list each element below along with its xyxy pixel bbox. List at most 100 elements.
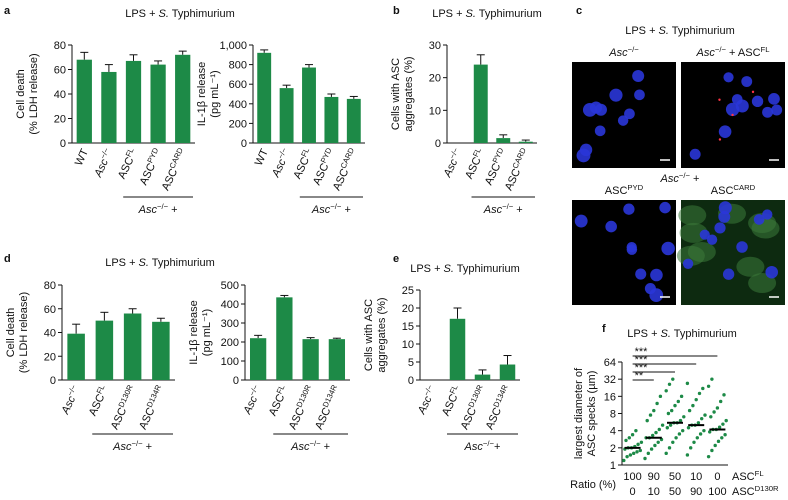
text-part: D134R xyxy=(491,383,509,409)
y-tick-label: 15 xyxy=(402,321,414,333)
data-point xyxy=(710,377,714,381)
nucleus xyxy=(725,102,740,117)
significance-label: *** xyxy=(635,354,649,366)
data-point xyxy=(655,401,659,406)
x-tick-label: ASCD134R xyxy=(481,383,514,432)
data-point xyxy=(687,408,692,413)
text-part: Asc xyxy=(415,394,434,417)
text-part: + xyxy=(341,204,350,216)
text-part: Typhimurium xyxy=(671,328,737,340)
y-tick-label: 0 xyxy=(241,138,247,150)
panel-letter: a xyxy=(4,5,11,17)
chart-title: LPS + S. Typhimurium xyxy=(105,257,215,269)
cytoplasm xyxy=(679,222,708,243)
ratio-row-name: ASCFL xyxy=(732,469,764,484)
y-axis-label: aggregates (%) xyxy=(403,56,415,131)
text-part: −/− xyxy=(483,439,495,448)
y-tick-label: 20 xyxy=(44,351,56,363)
bar xyxy=(328,339,346,380)
x-tick-label: Asc−/− xyxy=(57,383,83,417)
y-tick-label: 40 xyxy=(44,328,56,340)
text-part: + xyxy=(321,441,330,453)
image-label: Asc−/− + ASCFL xyxy=(696,45,771,60)
bar xyxy=(67,333,85,380)
text-part: + xyxy=(143,441,152,453)
data-point xyxy=(716,439,721,444)
data-point xyxy=(634,428,638,433)
y-axis-label: IL-1β release xyxy=(196,62,208,126)
data-point xyxy=(706,454,711,459)
text-part: ASC xyxy=(732,471,755,483)
data-point xyxy=(651,433,655,438)
y-axis-label: IL-1β release xyxy=(188,300,200,364)
text-part: CARD xyxy=(167,146,185,170)
y-axis-label: (pg mL⁻¹) xyxy=(201,309,213,356)
ratio-value: 0 xyxy=(714,471,720,483)
x-tick-label: ASCFL xyxy=(114,145,141,180)
x-tick-label: ASCFL xyxy=(289,145,316,180)
text-part: D130R xyxy=(116,383,134,409)
y-tick-label: 80 xyxy=(54,40,66,52)
bar xyxy=(302,67,316,143)
text-part: −/− xyxy=(330,202,342,211)
y-axis-label: aggregates (%) xyxy=(376,297,388,372)
text-part: Asc xyxy=(311,204,331,216)
text-part: FL xyxy=(299,145,311,158)
data-point xyxy=(632,451,636,456)
text-part: FL xyxy=(123,145,135,158)
text-part: WT xyxy=(73,147,91,168)
text-part: Typhimurium xyxy=(669,25,735,37)
x-tick-label: ASCFL xyxy=(265,382,292,417)
text-part: Asc xyxy=(270,157,289,180)
chart-title: LPS + S. Typhimurium xyxy=(410,263,520,275)
nucleus xyxy=(650,268,663,282)
data-point xyxy=(696,421,701,425)
text-part: LPS + xyxy=(625,25,658,37)
data-point xyxy=(712,410,716,414)
text-part: −/− xyxy=(309,439,321,448)
nucleus xyxy=(722,268,735,280)
text-part: ASC xyxy=(138,161,158,187)
x-tick-label: WT xyxy=(253,147,271,168)
text-part: D130R xyxy=(466,383,484,409)
nucleus xyxy=(762,209,773,220)
bar xyxy=(101,71,117,143)
data-point xyxy=(630,432,635,437)
bar xyxy=(76,59,92,144)
data-point xyxy=(666,411,671,416)
data-point xyxy=(692,440,696,445)
ratio-value: 100 xyxy=(708,486,726,498)
y-tick-label: 0 xyxy=(233,375,239,387)
nucleus xyxy=(768,93,780,105)
cytoplasm xyxy=(678,205,707,226)
ratio-value: 50 xyxy=(669,486,681,498)
nucleus xyxy=(661,241,675,256)
bar xyxy=(474,374,491,380)
x-tick-label: Asc−/− xyxy=(90,146,116,180)
x-tick-label: ASCFL xyxy=(85,382,112,417)
y-tick-label: 60 xyxy=(44,304,56,316)
cytoplasm xyxy=(687,241,716,262)
y-tick-label: 10 xyxy=(429,105,441,117)
bar xyxy=(279,88,294,143)
data-point xyxy=(643,456,647,461)
y-tick-label: 600 xyxy=(229,79,247,91)
data-point xyxy=(681,428,685,433)
y-tick-label: 200 xyxy=(221,337,239,349)
text-part: S. xyxy=(661,328,671,340)
data-point xyxy=(698,432,703,436)
x-tick-label: ASCFL xyxy=(461,145,488,180)
nucleus xyxy=(605,220,617,233)
bar xyxy=(346,98,361,143)
text-part: Asc xyxy=(112,441,132,453)
text-part: D134R xyxy=(320,383,338,409)
bar xyxy=(249,338,267,380)
data-point xyxy=(656,440,660,445)
nucleus xyxy=(623,203,635,215)
y-axis-label: Cells with ASC xyxy=(363,299,375,371)
group-label: Asc−/− + xyxy=(138,202,178,217)
data-point xyxy=(682,415,686,419)
y-tick-label: 0 xyxy=(435,138,441,150)
group-label: Asc−/− + xyxy=(660,171,700,186)
